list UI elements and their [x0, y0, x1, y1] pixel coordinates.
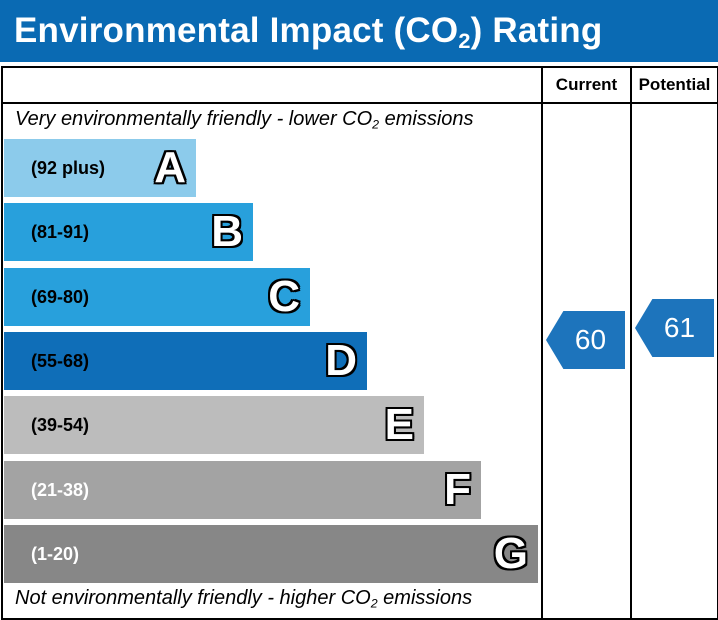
- current-rating-arrow: 60: [546, 311, 625, 369]
- bottom-note-text-end: emissions: [377, 587, 473, 609]
- top-note-subscript: 2: [372, 117, 380, 132]
- band-c: (69-80) C: [4, 268, 310, 326]
- potential-column-header: Potential: [638, 75, 711, 94]
- band-letter: A: [154, 143, 186, 192]
- band-letter: G: [493, 529, 528, 578]
- title-text-end: ) Rating: [470, 11, 603, 50]
- band-g: (1-20) G: [4, 525, 538, 583]
- band-letter: B: [211, 207, 243, 256]
- bottom-note-subscript: 2: [370, 596, 378, 611]
- header-divider: [3, 102, 717, 104]
- title-subscript: 2: [458, 28, 471, 54]
- bottom-note-text: Not environmentally friendly - higher CO: [15, 587, 371, 609]
- top-note: Very environmentally friendly - lower CO…: [15, 108, 474, 131]
- band-range-label: (39-54): [31, 415, 90, 435]
- band-range-label: (92 plus): [31, 158, 106, 178]
- band-range-label: (69-80): [31, 287, 90, 307]
- page-title: Environmental Impact (CO2) Rating: [14, 6, 602, 56]
- band-d: (55-68) D: [4, 332, 367, 390]
- title-text: Environmental Impact (CO: [14, 11, 459, 50]
- current-column-divider: [541, 68, 543, 618]
- title-bar: Environmental Impact (CO2) Rating: [0, 0, 718, 62]
- band-letter: C: [268, 272, 300, 321]
- band-range-label: (21-38): [31, 480, 90, 500]
- band-a: (92 plus) A: [4, 139, 196, 197]
- band-range-label: (1-20): [31, 544, 80, 564]
- band-e: (39-54) E: [4, 396, 424, 454]
- current-rating-value: 60: [574, 324, 607, 355]
- band-b: (81-91) B: [4, 203, 253, 261]
- potential-rating-arrow: 61: [635, 299, 714, 357]
- band-letter: F: [444, 465, 471, 514]
- band-letter: E: [384, 400, 414, 449]
- current-column-header: Current: [555, 75, 618, 94]
- rating-chart: Current Potential Very environmentally f…: [1, 66, 718, 620]
- potential-rating-value: 61: [663, 312, 696, 343]
- band-f: (21-38) F: [4, 461, 481, 519]
- top-note-text: Very environmentally friendly - lower CO: [15, 108, 373, 130]
- top-note-text-end: emissions: [379, 108, 474, 130]
- band-range-label: (55-68): [31, 351, 90, 371]
- band-letter: D: [325, 336, 357, 385]
- band-range-label: (81-91): [31, 222, 90, 242]
- bottom-note: Not environmentally friendly - higher CO…: [15, 587, 472, 610]
- potential-column-divider: [630, 68, 632, 618]
